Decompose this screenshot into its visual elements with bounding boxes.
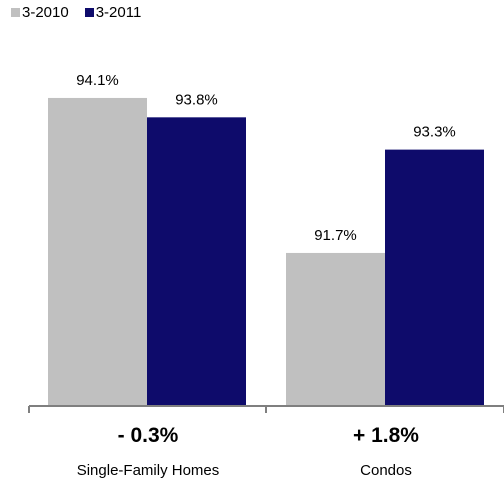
bar-3-2010-0 <box>48 97 147 406</box>
legend-item-3-2010: 3-2010 <box>11 4 69 21</box>
bar-3-2011-0 <box>147 117 246 407</box>
change-label-single-family: - 0.3% <box>117 424 179 447</box>
legend-label-3-2010: 3-2010 <box>22 4 69 21</box>
x-axis-line <box>28 405 504 413</box>
data-label-3-2010-0: 94.1% <box>76 72 119 89</box>
bar-3-2010-1 <box>286 252 385 406</box>
category-label-single-family: Single-Family Homes <box>76 462 220 479</box>
category-label-condos: Condos <box>360 462 412 479</box>
data-label-3-2011-0: 93.8% <box>175 91 218 108</box>
bar-3-2011-1 <box>385 149 484 406</box>
data-label-3-2011-1: 93.3% <box>413 124 456 141</box>
legend: 3-2010 3-2011 <box>11 4 141 21</box>
change-label-condos: + 1.8% <box>353 424 419 447</box>
data-label-3-2010-1: 91.7% <box>314 227 357 244</box>
legend-item-3-2011: 3-2011 <box>84 4 142 21</box>
legend-swatch-3-2011 <box>84 8 94 17</box>
legend-swatch-3-2010 <box>11 8 20 17</box>
legend-label-3-2011: 3-2011 <box>95 4 142 21</box>
